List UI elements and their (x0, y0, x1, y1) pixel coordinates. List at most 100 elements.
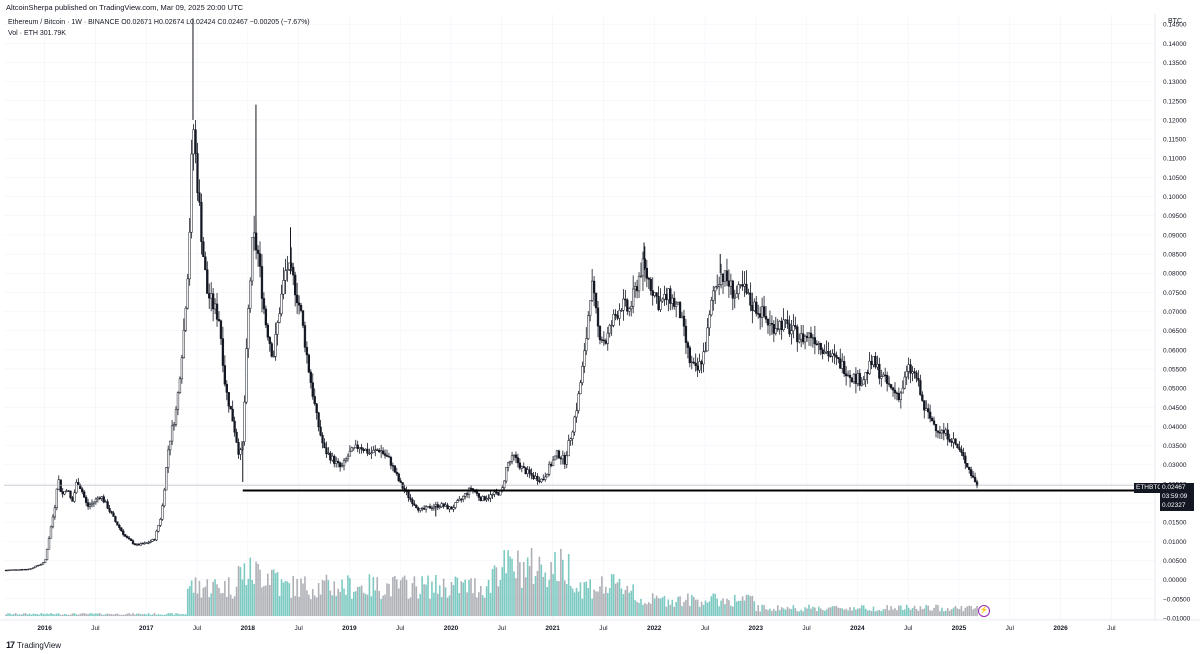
candle-body (966, 462, 969, 468)
legend-open: O0.02671 (121, 19, 152, 26)
volume-bar (448, 595, 451, 617)
candle-body (432, 506, 436, 509)
volume-bar (896, 610, 898, 617)
volume-bar (28, 613, 31, 617)
volume-bar (251, 579, 253, 617)
volume-bar (196, 593, 199, 617)
candle-body (104, 501, 107, 503)
candle-body (831, 353, 834, 357)
volume-bar (38, 614, 41, 617)
volume-bar (833, 606, 836, 617)
bar-countdown: 03:59:09 (1160, 492, 1194, 502)
candle-body (389, 457, 393, 466)
candle-body (553, 455, 557, 461)
volume-bar (341, 579, 343, 617)
candle-body (764, 315, 768, 320)
volume-bar (63, 613, 66, 617)
volume-bar (620, 588, 623, 617)
volume-bar (581, 598, 584, 617)
symbol-title[interactable]: Ethereum / Bitcoin · 1W · BINANCE (8, 19, 120, 26)
candle-body (891, 387, 895, 391)
volume-bar (5, 614, 7, 617)
candle-body (962, 452, 965, 457)
candle-body (84, 497, 88, 503)
volume-bar (183, 614, 185, 617)
volume-bar (40, 613, 42, 617)
candle-body (928, 411, 932, 419)
volume-bar (472, 593, 474, 617)
time-axis[interactable]: 2016 Jul 2017 Jul 2018 Jul 2019 Jul 2020 Jul 2021 J… (37, 625, 1116, 632)
volume-bar (648, 602, 650, 617)
candle-body (667, 288, 670, 301)
candle-body (669, 288, 672, 304)
volume-bar (310, 599, 312, 617)
volume-bar (181, 613, 183, 617)
candle-body (49, 526, 53, 539)
candle-body (958, 447, 961, 450)
candle-body (253, 232, 256, 238)
volume-bar (614, 583, 617, 617)
volume-bar (57, 613, 60, 617)
candle-body (854, 373, 858, 384)
volume-bar (15, 613, 17, 617)
candle-body (188, 231, 191, 280)
volume-bar (321, 579, 324, 617)
candle-body (938, 432, 942, 434)
volume-bar (483, 597, 486, 617)
candle-body (559, 457, 563, 460)
volume-bar (507, 550, 509, 617)
x-tick-label: 2024 (850, 625, 865, 632)
candle-body (936, 430, 940, 433)
volume-bar (151, 614, 154, 617)
candle-body (8, 569, 12, 571)
volume-bar (153, 613, 156, 617)
candle-body (245, 348, 248, 403)
volume-bar (9, 613, 11, 617)
candle-body (651, 290, 654, 296)
volume-bar (911, 608, 914, 617)
candle-body (489, 494, 492, 499)
candle-body (42, 562, 45, 565)
volume-bar (935, 604, 937, 617)
bolt-icon[interactable]: ⚡ (978, 605, 990, 617)
volume-bar (249, 557, 252, 617)
volume-bar (563, 580, 566, 617)
volume-bar (735, 601, 738, 617)
candle-body (557, 450, 561, 459)
volume-legend[interactable]: Vol · ETH 301.79K (8, 30, 66, 37)
footer-brand[interactable]: 17 TradingView (6, 640, 61, 650)
candle-body (841, 361, 844, 369)
volume-bar (821, 609, 824, 617)
candle-body (75, 482, 78, 493)
candle-body (411, 499, 414, 505)
volume-bar (747, 594, 750, 617)
volume-bar (657, 598, 660, 617)
candle-body (233, 420, 236, 433)
candle-body (610, 324, 613, 327)
volume-bar (204, 586, 207, 617)
volume-bar (222, 592, 224, 617)
volume-bar (147, 613, 150, 617)
volume-bar (319, 594, 322, 617)
candle-body (940, 430, 944, 434)
candle-body (227, 392, 230, 407)
candle-body (946, 429, 949, 440)
candle-body (698, 361, 701, 371)
candle-body (702, 351, 705, 365)
candle-body (282, 280, 285, 295)
candle-body (503, 480, 506, 488)
candle-body (555, 450, 559, 457)
candle-body (168, 440, 172, 451)
y-tick-label: 0.13000 (1163, 79, 1187, 86)
volume-bar (417, 598, 420, 617)
candle-body (422, 507, 426, 510)
volume-bar (608, 588, 611, 617)
volume-bar (190, 580, 193, 617)
volume-bar (87, 614, 89, 617)
volume-bar (392, 577, 394, 617)
candle-body (622, 298, 625, 311)
volume-bar (677, 596, 679, 617)
candle-body (649, 279, 652, 291)
volume-bar (773, 608, 775, 617)
